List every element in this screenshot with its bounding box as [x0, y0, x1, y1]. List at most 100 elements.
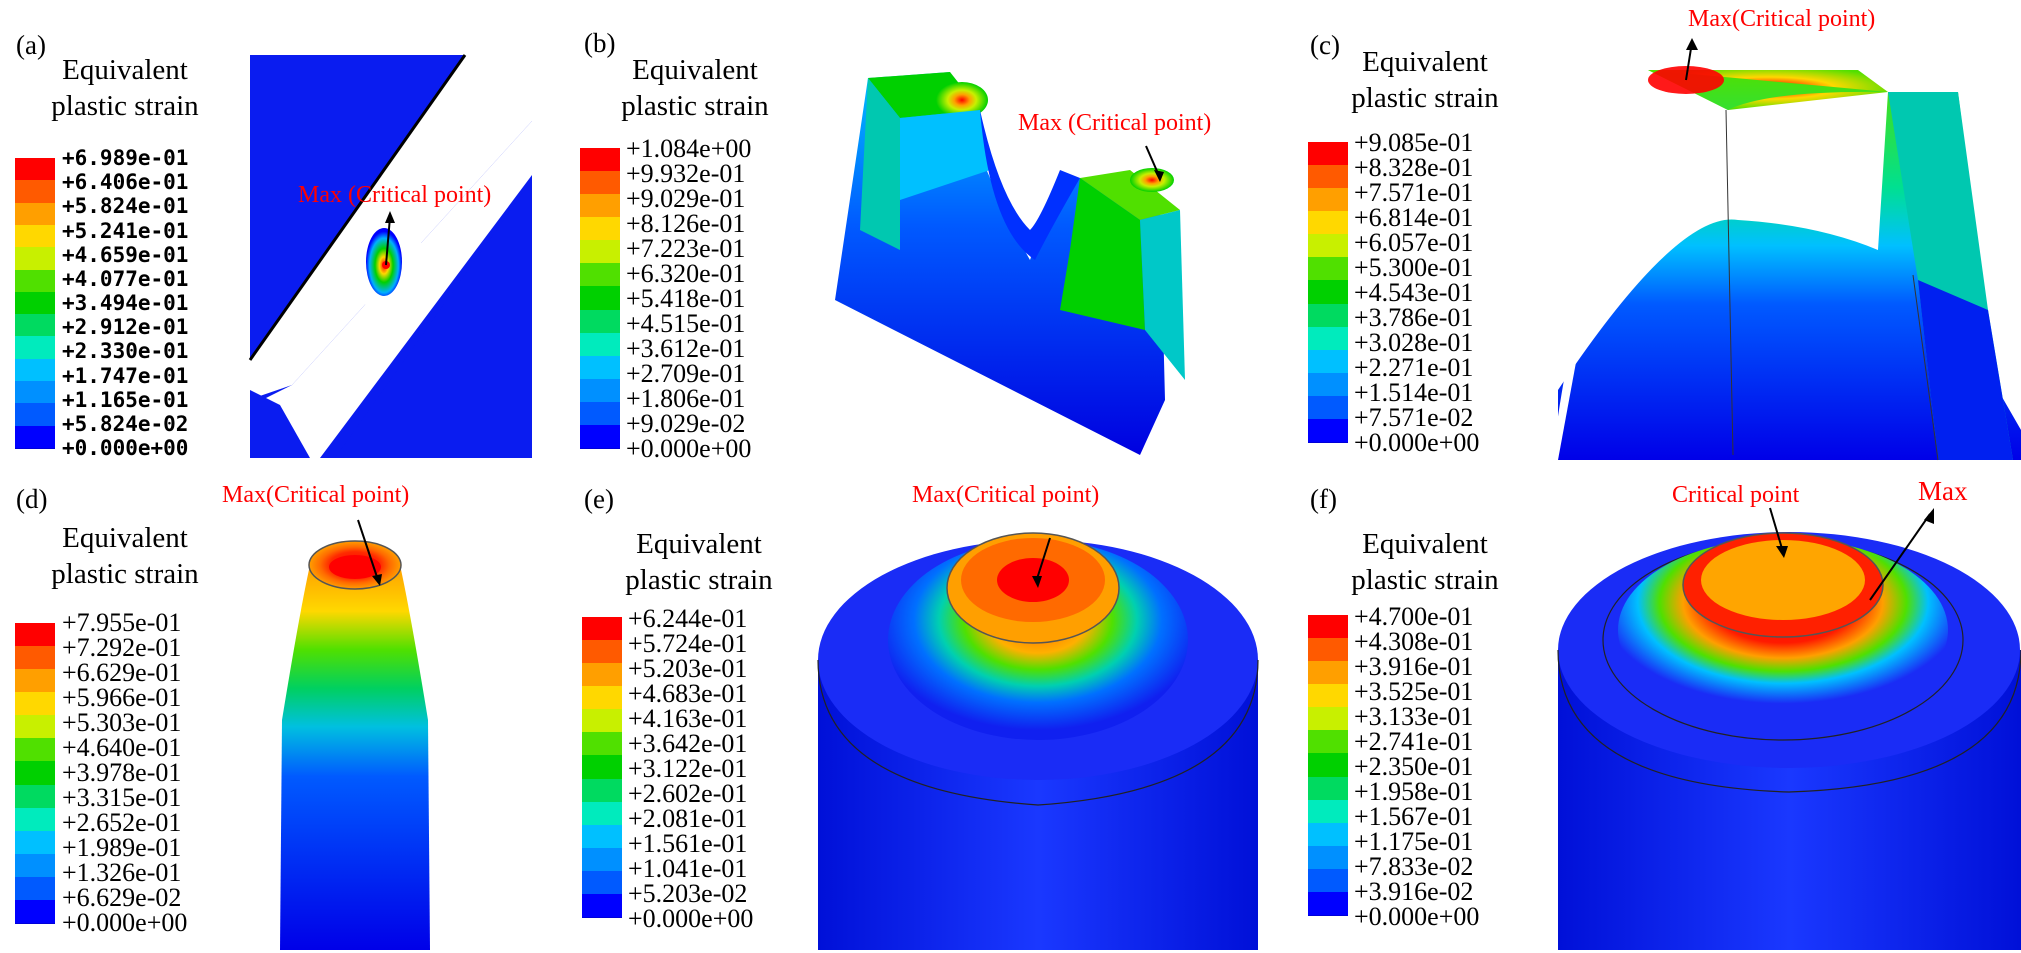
legend-value: +1.041e-01 — [628, 854, 748, 883]
legend-swatch — [582, 640, 622, 665]
color-legend — [1308, 615, 1348, 916]
legend-value: +4.077e-01 — [62, 266, 189, 291]
legend-value: +0.000e+00 — [628, 904, 754, 933]
legend-title: Equivalent plastic strain — [30, 520, 220, 592]
legend-swatch — [15, 381, 55, 405]
legend-value: +9.085e-01 — [1354, 128, 1474, 157]
panel-label: (a) — [16, 30, 46, 60]
legend-value: +6.320e-01 — [626, 259, 746, 288]
legend-value: +4.308e-01 — [1354, 627, 1474, 656]
legend-value: +2.271e-01 — [1354, 353, 1474, 382]
legend-swatch — [15, 876, 55, 901]
legend-swatch — [1308, 165, 1348, 190]
legend-value: +3.133e-01 — [1354, 702, 1474, 731]
legend-swatch — [1308, 349, 1348, 374]
legend-swatch — [15, 669, 55, 694]
legend-swatch — [580, 355, 620, 380]
legend-value: +6.814e-01 — [1354, 203, 1474, 232]
legend-swatch — [580, 309, 620, 334]
critical-point-annotation: Max(Critical point) — [912, 482, 1100, 508]
legend-swatch — [15, 761, 55, 786]
legend-value: +2.350e-01 — [1354, 752, 1474, 781]
legend-value: +1.561e-01 — [628, 829, 748, 858]
color-legend — [1308, 142, 1348, 443]
panel-e: (e) Equivalent plastic strain +6.244e-01… — [560, 470, 1260, 953]
legend-swatch — [15, 202, 55, 226]
color-legend — [580, 148, 620, 449]
legend-swatch — [1308, 868, 1348, 893]
legend-value: +9.932e-01 — [626, 159, 746, 188]
legend-value: +1.514e-01 — [1354, 378, 1474, 407]
panel-a: (a) Equivalent plastic strain +6.989e-01… — [0, 0, 560, 470]
legend-value: +2.081e-01 — [628, 804, 748, 833]
legend-value: +7.292e-01 — [62, 633, 182, 662]
legend-swatch — [1308, 418, 1348, 443]
legend-value: +7.833e-02 — [1354, 852, 1474, 881]
legend-value: +3.916e-01 — [1354, 652, 1474, 681]
legend-swatch — [1308, 234, 1348, 259]
legend-value: +4.515e-01 — [626, 309, 746, 338]
critical-point-annotation: Max(Critical point) — [222, 482, 410, 508]
legend-value: +5.966e-01 — [62, 683, 182, 712]
legend-swatch — [1308, 799, 1348, 824]
legend-value: +5.724e-01 — [628, 629, 748, 658]
legend-value: +5.824e-01 — [62, 194, 189, 219]
legend-title-line-2: plastic strain — [621, 90, 769, 122]
legend-value: +3.642e-01 — [628, 729, 748, 758]
legend-swatch — [15, 314, 55, 338]
legend-value: +3.978e-01 — [62, 758, 182, 787]
legend-value: +2.912e-01 — [62, 315, 189, 340]
legend-value: +7.571e-02 — [1354, 403, 1474, 432]
legend-swatch — [582, 686, 622, 711]
legend-swatch — [582, 617, 622, 642]
legend-swatch — [15, 830, 55, 855]
critical-point-annotation: Max (Critical point) — [298, 182, 492, 208]
legend-value: +7.571e-01 — [1354, 178, 1474, 207]
legend-title-line-1: Equivalent — [632, 54, 758, 86]
legend-swatch — [1308, 395, 1348, 420]
legend-value: +1.747e-01 — [62, 363, 189, 388]
color-legend — [582, 617, 622, 918]
legend-swatch — [580, 171, 620, 196]
legend-swatch — [580, 217, 620, 242]
legend-swatch — [15, 247, 55, 271]
fe-model-block-top — [1553, 38, 2021, 461]
legend-value: +8.126e-01 — [626, 209, 746, 238]
legend-value: +5.418e-01 — [626, 284, 746, 313]
legend-value: +3.786e-01 — [1354, 303, 1474, 332]
legend-swatch — [1308, 845, 1348, 870]
legend-value: +0.000e+00 — [62, 908, 188, 937]
legend-value: +4.163e-01 — [628, 704, 748, 733]
legend-value: +1.989e-01 — [62, 833, 182, 862]
legend-swatch — [580, 378, 620, 403]
panel-c: (c) Equivalent plastic strain +9.085e-01… — [1290, 0, 2021, 470]
fe-model-notched-plate — [248, 54, 532, 458]
legend-swatch — [15, 158, 55, 182]
legend-swatch — [15, 425, 55, 449]
legend-value: +3.122e-01 — [628, 754, 748, 783]
legend-value: +1.958e-01 — [1354, 777, 1474, 806]
legend-value: +6.989e-01 — [62, 146, 189, 170]
legend-swatch — [15, 738, 55, 763]
legend-swatch — [580, 424, 620, 449]
legend-title-line-2: plastic strain — [625, 564, 773, 596]
panel-f: (f) Equivalent plastic strain +4.700e-01… — [1290, 470, 2021, 953]
legend-value: +1.084e+00 — [626, 134, 752, 163]
legend-swatch — [1308, 280, 1348, 305]
legend-title-line-2: plastic strain — [1351, 564, 1499, 596]
legend-swatch — [1308, 707, 1348, 732]
legend-swatch — [582, 801, 622, 826]
legend-value: +6.629e-02 — [62, 883, 182, 912]
critical-point-annotation: Critical point — [1672, 482, 1800, 508]
legend-value: +5.300e-01 — [1354, 253, 1474, 282]
legend-title-line-2: plastic strain — [51, 558, 199, 590]
panel-d: (d) Equivalent plastic strain +7.955e-01… — [0, 470, 560, 953]
legend-value: +5.241e-01 — [62, 218, 189, 243]
legend-swatch — [1308, 257, 1348, 282]
legend-title: Equivalent plastic strain — [1330, 44, 1520, 116]
legend-swatch — [580, 240, 620, 265]
legend-title-line-1: Equivalent — [1362, 528, 1488, 560]
legend-swatch — [1308, 684, 1348, 709]
legend-swatch — [15, 291, 55, 316]
legend-swatch — [580, 148, 620, 173]
